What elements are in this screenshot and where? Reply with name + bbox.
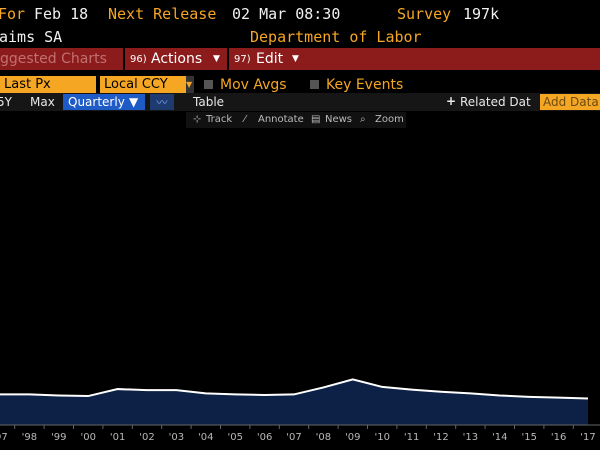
related-data[interactable]: Related Dat [460, 95, 531, 109]
x-tick-label: '04 [198, 432, 213, 443]
mov-avgs-checkbox[interactable] [204, 80, 213, 89]
x-tick-label: '07 [286, 432, 301, 443]
x-tick-label: '05 [227, 432, 242, 443]
annotate-tool[interactable]: Annotate [258, 114, 304, 125]
line [0, 378, 589, 400]
x-tick-label: '00 [80, 432, 95, 443]
x-tick-label: '09 [345, 432, 360, 443]
x-tick-label: '10 [374, 432, 389, 443]
actions-button[interactable]: Actions [151, 51, 203, 67]
currency-select[interactable]: Local CCY [100, 76, 186, 94]
edit-num: 97) [234, 54, 251, 65]
track-tool[interactable]: Track [206, 114, 233, 125]
zoom-tool[interactable]: Zoom [375, 114, 404, 125]
range-5y[interactable]: 5Y [0, 95, 12, 109]
key-events-label: Key Events [326, 77, 404, 93]
edit-button[interactable]: Edit [256, 51, 284, 67]
release-value: 02 Mar 08:30 [232, 5, 341, 23]
ticker-name: aims SA [0, 28, 63, 46]
area-fill [0, 379, 588, 425]
x-tick-label: '14 [492, 432, 507, 443]
x-tick-label: '12 [433, 432, 448, 443]
x-tick-label: '06 [257, 432, 272, 443]
key-events-checkbox[interactable] [310, 80, 319, 89]
news-tool[interactable]: News [325, 114, 353, 125]
actions-num: 96) [130, 54, 147, 65]
suggested-charts[interactable]: ggested Charts [0, 51, 107, 67]
x-tick-label: '08 [316, 432, 331, 443]
survey-value: 197k [463, 5, 500, 23]
x-tick-label: '98 [22, 432, 37, 443]
range-max[interactable]: Max [30, 95, 55, 109]
x-tick-label: '02 [139, 432, 154, 443]
x-tick-label: '11 [404, 432, 419, 443]
period-value: Feb 18 [34, 5, 89, 23]
mov-avgs-label: Mov Avgs [220, 77, 287, 93]
x-tick-label: '01 [110, 432, 125, 443]
x-tick-label: '15 [521, 432, 536, 443]
release-label: Next Release [108, 5, 217, 23]
table-button[interactable]: Table [193, 95, 225, 109]
x-tick-label: '16 [551, 432, 566, 443]
source: Department of Labor [250, 28, 422, 46]
frequency-select[interactable]: Quarterly [68, 95, 125, 109]
survey-label: Survey [397, 5, 452, 23]
x-tick-label: '99 [51, 432, 66, 443]
x-tick-label: '13 [463, 432, 478, 443]
chart-icon[interactable]: 〰 [150, 94, 174, 110]
field-select[interactable]: Last Px [0, 76, 96, 94]
menu-bar [0, 48, 600, 70]
x-tick-label: '97 [0, 432, 8, 443]
x-tick-label: '17 [580, 432, 595, 443]
period-label: For [0, 5, 26, 23]
x-tick-label: '03 [169, 432, 184, 443]
add-data[interactable]: Add Data [543, 95, 599, 109]
